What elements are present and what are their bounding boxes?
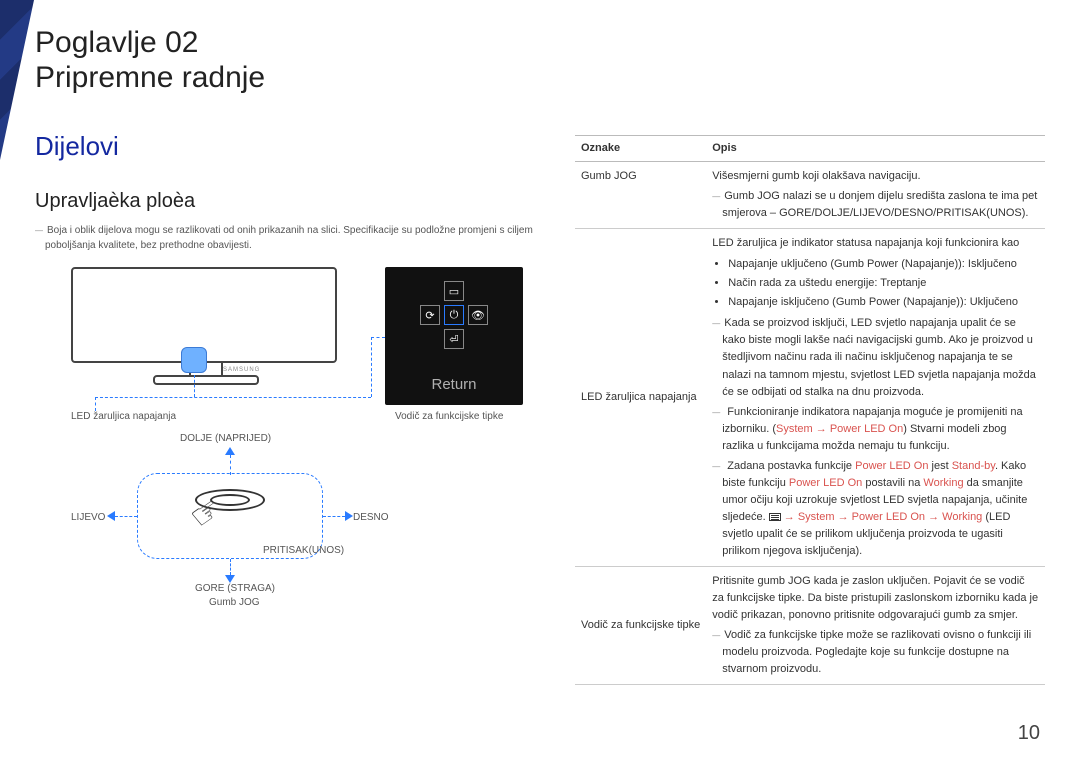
- menu-icon: ▭: [444, 281, 464, 301]
- brand-label: SAMSUNG: [223, 367, 260, 373]
- menu-path: Working: [928, 511, 982, 523]
- parts-table: Oznake Opis Gumb JOG Višesmjerni gumb ko…: [575, 135, 1045, 685]
- leader-line: [230, 559, 231, 575]
- row-label: Vodič za funkcijske tipke: [575, 567, 706, 685]
- power-icon: ⏻: [444, 305, 464, 325]
- menu-term: Stand-by: [952, 460, 995, 472]
- section-title: Dijelovi: [35, 131, 555, 162]
- grid-cell: [420, 329, 440, 349]
- callout-guide: Vodič za funkcijske tipke: [395, 411, 503, 422]
- callout-up: GORE (STRAGA): [195, 583, 275, 594]
- callout-right: DESNO: [353, 512, 389, 523]
- control-panel-diagram: SAMSUNG ▭ ⟳ ⏻ 👁: [35, 267, 555, 597]
- menu-path: System: [776, 423, 813, 435]
- table-row: LED žaruljica napajanja LED žaruljica je…: [575, 229, 1045, 567]
- eye-icon: 👁: [468, 305, 488, 325]
- callout-gumb-jog: Gumb JOG: [209, 597, 260, 608]
- menu-term: Power LED On: [789, 477, 862, 489]
- text: postavili na: [862, 477, 923, 489]
- leader-line: [95, 397, 371, 398]
- monitor-outline: SAMSUNG: [71, 267, 341, 407]
- list-item: Način rada za uštedu energije: Treptanje: [728, 275, 1039, 292]
- menu-path: Power LED On: [816, 423, 903, 435]
- row-desc: Višesmjerni gumb koji olakšava navigacij…: [706, 162, 1045, 229]
- grid-cell: [420, 281, 440, 301]
- leader-line: [115, 516, 137, 517]
- menu-path: Power LED On: [838, 511, 925, 523]
- text: jest: [928, 460, 951, 472]
- page: Poglavlje 02 Pripremne radnje Dijelovi U…: [0, 0, 1080, 763]
- table-row: Gumb JOG Višesmjerni gumb koji olakšava …: [575, 162, 1045, 229]
- footnote: Vodič za funkcijske tipke može se razlik…: [712, 627, 1039, 678]
- desc-main: LED žaruljica je indikator statusa napaj…: [712, 237, 1019, 249]
- leader-line: [95, 397, 96, 411]
- row-label: Gumb JOG: [575, 162, 706, 229]
- callout-press: PRITISAK(UNOS): [263, 545, 344, 556]
- jog-location-highlight: [181, 347, 207, 373]
- left-column: Dijelovi Upravljaèka ploèa Boja i oblik …: [35, 95, 555, 597]
- menu-path: System: [784, 511, 835, 523]
- subsection-title: Upravljaèka ploèa: [35, 190, 555, 213]
- th-label: Oznake: [575, 136, 706, 162]
- footnote-rich: Zadana postavka funkcije Power LED On je…: [712, 458, 1039, 560]
- list-item: Napajanje isključeno (Gumb Power (Napaja…: [728, 294, 1039, 311]
- leader-line: [323, 516, 345, 517]
- leader-line: [194, 375, 195, 397]
- body-columns: Dijelovi Upravljaèka ploèa Boja i oblik …: [35, 95, 1045, 685]
- callout-left: LIJEVO: [71, 512, 105, 523]
- return-icon: ⏎: [444, 329, 464, 349]
- arrow-down-icon: [225, 575, 235, 583]
- row-desc: Pritisnite gumb JOG kada je zaslon uklju…: [706, 567, 1045, 685]
- grid-cell: [468, 281, 488, 301]
- grid-cell: [468, 329, 488, 349]
- monitor-base: [153, 375, 259, 385]
- text: Zadana postavka funkcije: [727, 460, 855, 472]
- leader-line: [371, 337, 385, 338]
- chapter-number: Poglavlje 02: [35, 26, 1045, 61]
- th-desc: Opis: [706, 136, 1045, 162]
- footnote: Kada se proizvod isključi, LED svjetlo n…: [712, 315, 1039, 400]
- list-item: Napajanje uključeno (Gumb Power (Napajan…: [728, 256, 1039, 273]
- row-desc: LED žaruljica je indikator statusa napaj…: [706, 229, 1045, 567]
- callout-down: DOLJE (NAPRIJED): [180, 433, 271, 444]
- menu-icon: [769, 513, 781, 521]
- bullet-list: Napajanje uključeno (Gumb Power (Napajan…: [712, 256, 1039, 311]
- desc-main: Pritisnite gumb JOG kada je zaslon uklju…: [712, 575, 1038, 621]
- arrow-right-icon: [345, 511, 353, 521]
- chapter-title: Pripremne radnje: [35, 61, 1045, 96]
- guide-grid: ▭ ⟳ ⏻ 👁 ⏎: [420, 281, 488, 349]
- spec-note: Boja i oblik dijelova mogu se razlikovat…: [35, 223, 555, 253]
- leader-line: [371, 337, 372, 397]
- right-column: Oznake Opis Gumb JOG Višesmjerni gumb ko…: [555, 95, 1045, 685]
- guide-return-label: Return: [385, 376, 523, 393]
- table-header-row: Oznake Opis: [575, 136, 1045, 162]
- menu-term: Working: [923, 477, 963, 489]
- menu-term: Power LED On: [855, 460, 928, 472]
- table-row: Vodič za funkcijske tipke Pritisnite gum…: [575, 567, 1045, 685]
- callout-led: LED žaruljica napajanja: [71, 411, 176, 422]
- arrow-up-icon: [225, 447, 235, 455]
- leader-line: [230, 455, 231, 475]
- footnote: Gumb JOG nalazi se u donjem dijelu sredi…: [712, 188, 1039, 222]
- desc-main: Višesmjerni gumb koji olakšava navigacij…: [712, 170, 920, 182]
- page-number: 10: [1018, 722, 1040, 745]
- footnote-rich: Funkcioniranje indikatora napajanja mogu…: [712, 404, 1039, 455]
- loop-icon: ⟳: [420, 305, 440, 325]
- arrow-left-icon: [107, 511, 115, 521]
- chapter-header: Poglavlje 02 Pripremne radnje: [35, 0, 1045, 95]
- function-key-guide-panel: ▭ ⟳ ⏻ 👁 ⏎ Return: [385, 267, 523, 405]
- row-label: LED žaruljica napajanja: [575, 229, 706, 567]
